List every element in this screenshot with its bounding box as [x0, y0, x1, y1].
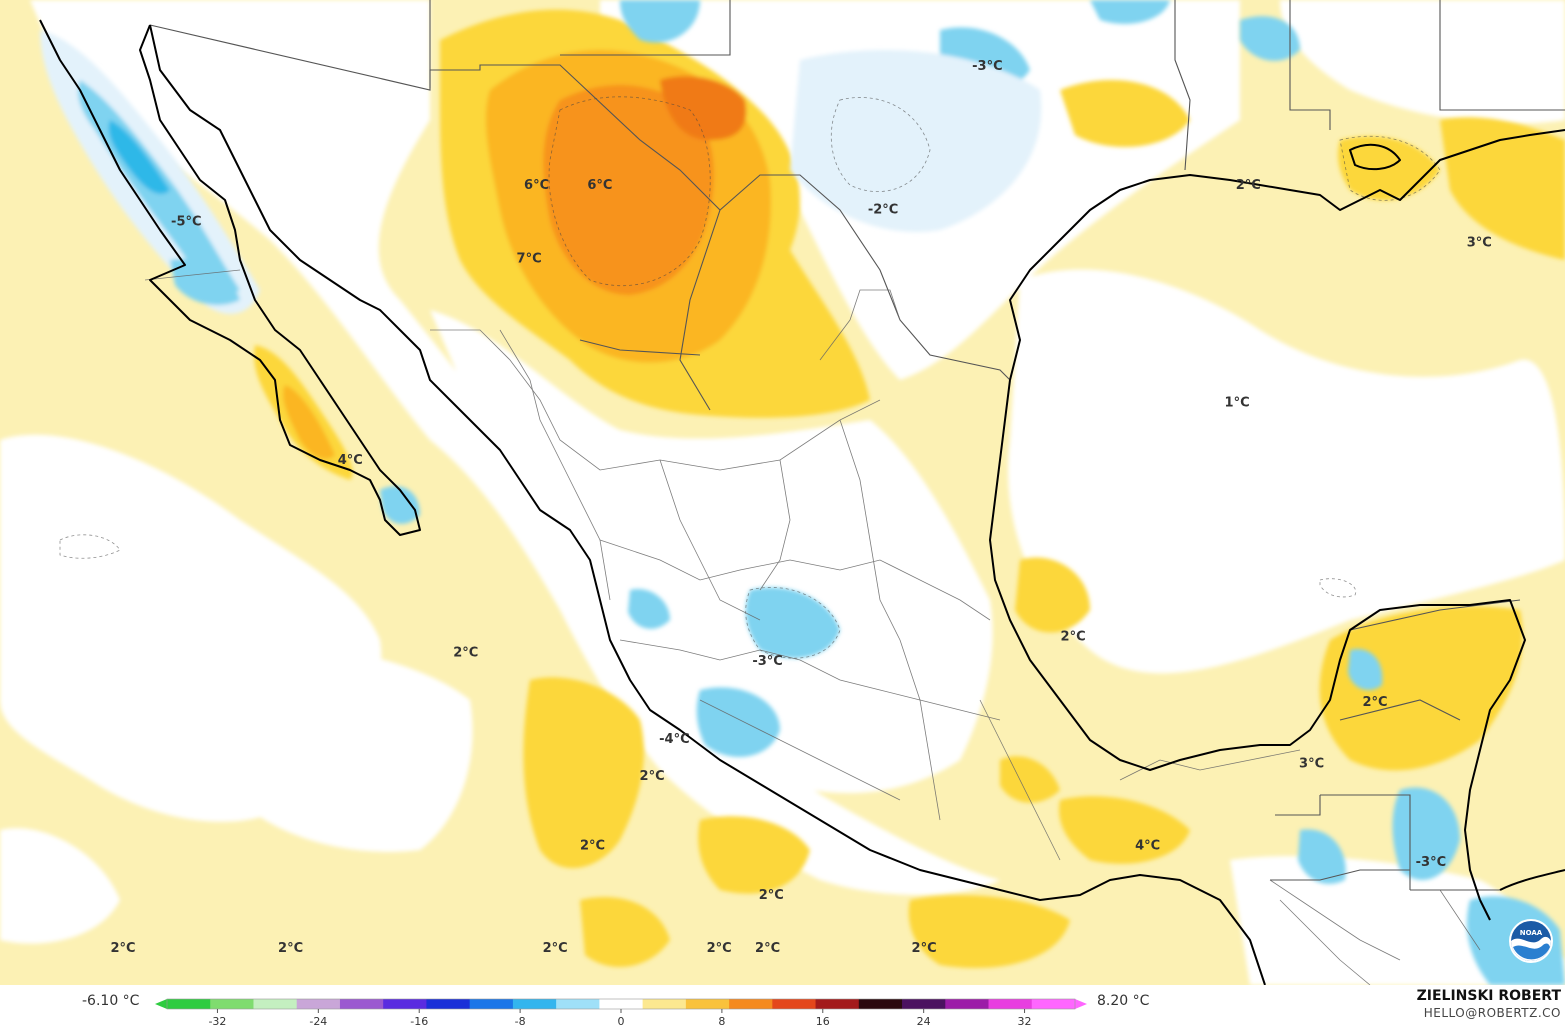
- temperature-label: 2°C: [543, 941, 568, 956]
- colorbar-segment: [858, 999, 903, 1009]
- temperature-labels: 6°C 6°C 7°C -5°C 4°C -3°C -2°C 2°C 3°C 1°C 2°C 2°C -…: [110, 59, 1531, 956]
- noaa-logo: NOAA: [1509, 919, 1553, 963]
- colorbar-segment: [902, 999, 946, 1009]
- colorbar-tick-label: 24: [917, 1015, 931, 1027]
- legend-bar: -6.10 °C -32 -24 -16 -8 0 8 16 24 32 8.20 °C ZIE…: [0, 985, 1565, 1035]
- state-borders: [144, 269, 1481, 985]
- colorbar-segment: [426, 999, 471, 1009]
- colorbar-left-arrow: [155, 999, 167, 1009]
- temperature-label: 2°C: [912, 941, 937, 956]
- warm-anomaly-north: [254, 9, 870, 480]
- coastlines: [39, 19, 1565, 985]
- colorbar-segment: [383, 999, 428, 1009]
- colorbar: -32 -24 -16 -8 0 8 16 24 32: [155, 998, 1087, 1027]
- colorbar-segment: [512, 999, 557, 1009]
- colorbar-segment: [685, 999, 730, 1009]
- colorbar-tick-label: 16: [816, 1015, 830, 1027]
- colorbar-segment: [772, 999, 817, 1009]
- temperature-label: -2°C: [868, 202, 898, 217]
- colorbar-tick-label: -24: [309, 1015, 327, 1027]
- cool-anomalies: [40, 0, 1565, 985]
- temperature-label: -5°C: [171, 215, 201, 230]
- temperature-label: 2°C: [755, 941, 780, 956]
- author-block: ZIELINSKI ROBERT HELLO@ROBERTZ.CO: [1417, 988, 1561, 1022]
- colorbar-segment: [1031, 999, 1076, 1009]
- temperature-label: 2°C: [1061, 629, 1086, 644]
- temperature-label: 3°C: [1467, 235, 1492, 250]
- warm-patches: [523, 80, 1565, 968]
- author-email: HELLO@ROBERTZ.CO: [1423, 1006, 1561, 1020]
- temperature-label: 4°C: [1135, 839, 1160, 854]
- colorbar-segment: [642, 999, 687, 1009]
- temperature-label: 2°C: [580, 839, 605, 854]
- temperature-label: 2°C: [759, 888, 784, 903]
- temperature-label: 4°C: [338, 453, 363, 468]
- author-name: ZIELINSKI ROBERT: [1416, 988, 1561, 1004]
- colorbar-segment: [167, 999, 211, 1009]
- colorbar-tick-label: -8: [515, 1015, 526, 1027]
- temperature-label: 2°C: [278, 941, 303, 956]
- contour-lines: [59, 96, 1441, 659]
- temperature-label: -3°C: [1416, 855, 1446, 870]
- temperature-label: 2°C: [640, 769, 665, 784]
- colorbar-tick-label: -16: [410, 1015, 428, 1027]
- temperature-label: -3°C: [752, 654, 782, 669]
- legend-min-label: -6.10 °C: [82, 993, 140, 1009]
- colorbar-segment: [339, 999, 384, 1009]
- temperature-label: 7°C: [517, 252, 542, 267]
- colorbar-tick-label: 8: [718, 1015, 725, 1027]
- colorbar-right-arrow: [1075, 999, 1087, 1009]
- temperature-label: 3°C: [1299, 757, 1324, 772]
- temperature-label: 2°C: [707, 941, 732, 956]
- colorbar-tick-label: -32: [208, 1015, 226, 1027]
- temperature-anomaly-map: 6°C 6°C 7°C -5°C 4°C -3°C -2°C 2°C 3°C 1°C 2°C 2°C -…: [0, 0, 1565, 985]
- temperature-label: 2°C: [110, 941, 135, 956]
- noaa-logo-text: NOAA: [1520, 929, 1543, 937]
- temperature-label: -4°C: [659, 732, 689, 747]
- colorbar-tick-label: 32: [1018, 1015, 1032, 1027]
- colorbar-segment: [729, 999, 773, 1009]
- temperature-label: 2°C: [1362, 695, 1387, 710]
- colorbar-segment: [945, 999, 990, 1009]
- legend-max-label: 8.20 °C: [1097, 993, 1150, 1009]
- colorbar-segment: [210, 999, 255, 1009]
- colorbar-segment: [556, 999, 600, 1009]
- colorbar-tick-label: 0: [618, 1015, 625, 1027]
- colorbar-segment: [469, 999, 514, 1009]
- temperature-label: 2°C: [1236, 178, 1261, 193]
- temperature-label: 1°C: [1225, 395, 1250, 410]
- temperature-label: 6°C: [587, 178, 612, 193]
- colorbar-segment: [599, 999, 644, 1009]
- colorbar-segment: [988, 999, 1033, 1009]
- colorbar-segment: [296, 999, 341, 1009]
- political-borders: [149, 0, 1565, 891]
- colorbar-segment: [815, 999, 860, 1009]
- temperature-label: 6°C: [524, 178, 549, 193]
- temperature-label: 2°C: [453, 646, 478, 661]
- temperature-label: -3°C: [972, 59, 1002, 74]
- colorbar-segment: [253, 999, 298, 1009]
